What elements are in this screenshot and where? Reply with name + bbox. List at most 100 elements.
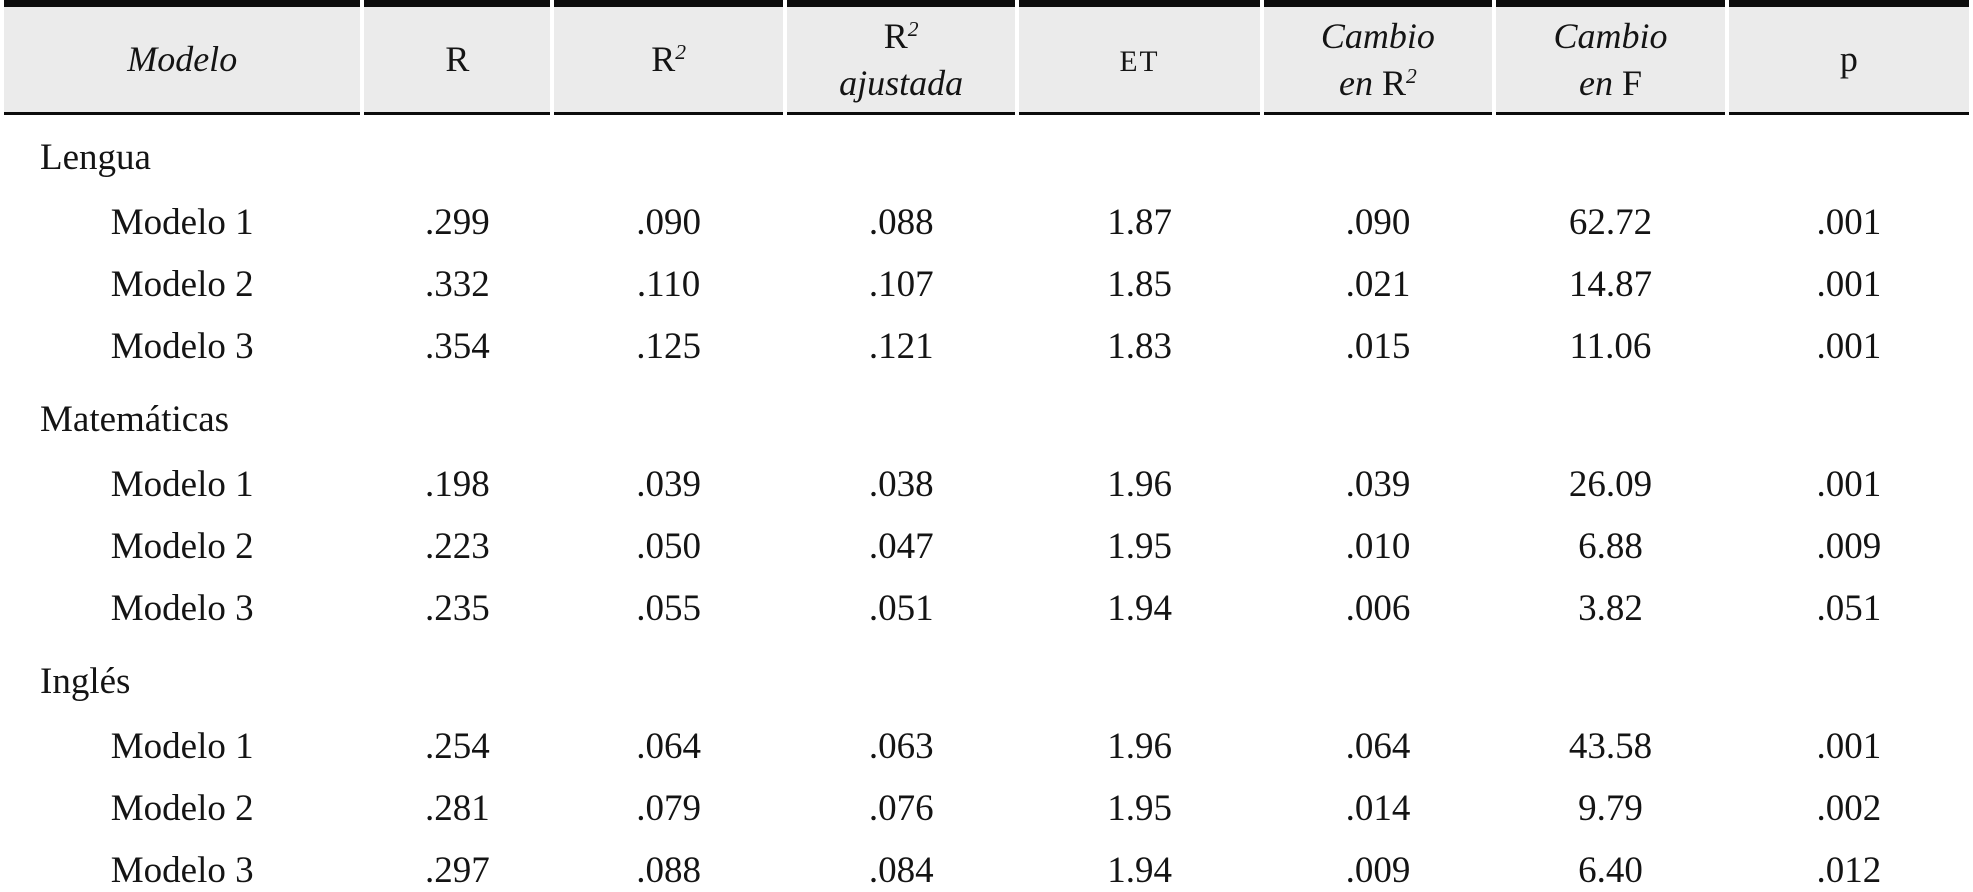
header-cambio-f-en: en [1578, 62, 1613, 103]
header-cell-r: R [364, 0, 551, 115]
group-row-ingles: Inglés [4, 639, 1969, 715]
header-p-label: p [1839, 39, 1858, 80]
cell-cambio-r2: .021 [1345, 263, 1411, 305]
header-cambio-f-line1: Cambio [1553, 16, 1668, 57]
cell-r2: .088 [554, 839, 783, 892]
cell-cambio-r2: .014 [1345, 787, 1411, 829]
row-label: Modelo 1 [110, 201, 254, 243]
group-label-ingles: Inglés [40, 660, 131, 702]
header-cell-r2: R2 [554, 0, 783, 115]
header-cell-et: ET [1019, 0, 1260, 115]
cell-p: .002 [1816, 787, 1882, 829]
row-label: Modelo 1 [110, 463, 254, 505]
table-row: Modelo 2 .223 .050 .047 1.95 .010 6.88 .… [4, 515, 1969, 577]
header-et-label: ET [1119, 46, 1160, 79]
cell-p: .001 [1816, 725, 1882, 767]
cell-cambio-r2: .009 [1264, 839, 1493, 892]
cell-r2-ajustada: .088 [868, 201, 934, 243]
cell-et: 1.95 [1107, 525, 1172, 567]
cell-r: .235 [425, 587, 490, 629]
row-label: Modelo 2 [110, 787, 254, 829]
header-r2adj-sup: 2 [907, 17, 919, 42]
row-label: Modelo 3 [110, 587, 254, 629]
header-cell-modelo: Modelo [4, 0, 361, 115]
cell-r2-ajustada: .038 [868, 463, 934, 505]
header-modelo-label: Modelo [127, 39, 238, 80]
cell-et: 1.87 [1107, 201, 1172, 243]
table-row: Modelo 1 .299 .090 .088 1.87 .090 62.72 … [4, 191, 1969, 253]
cell-r2: .039 [636, 463, 701, 505]
header-cambio-f-stat: F [1621, 62, 1642, 103]
cell-cambio-f: 26.09 [1568, 463, 1653, 505]
cell-cambio-r2: .039 [1345, 463, 1411, 505]
header-r2adj-line2: ajustada [839, 62, 964, 103]
cell-r: .354 [425, 325, 490, 367]
cell-cambio-f: 11.06 [1569, 325, 1652, 367]
cell-p: .001 [1816, 201, 1882, 243]
table-row: Modelo 3 .297 .088 .084 1.94 .009 6.40 .… [4, 839, 1969, 892]
cell-r2-ajustada: .084 [787, 839, 1016, 892]
group-row-matematicas: Matemáticas [4, 377, 1969, 453]
cell-cambio-f: 14.87 [1568, 263, 1653, 305]
cell-p: .001 [1816, 463, 1882, 505]
cell-r2-ajustada: .047 [868, 525, 934, 567]
table-row: Modelo 2 .332 .110 .107 1.85 .021 14.87 … [4, 253, 1969, 315]
table-row: Modelo 3 .354 .125 .121 1.83 .015 11.06 … [4, 315, 1969, 377]
cell-cambio-r2: .090 [1345, 201, 1411, 243]
group-row-lengua: Lengua [4, 115, 1969, 191]
cell-cambio-f: 43.58 [1568, 725, 1653, 767]
group-label-matematicas: Matemáticas [40, 398, 230, 440]
cell-r: .254 [425, 725, 490, 767]
cell-et: 1.95 [1107, 787, 1172, 829]
cell-r2-ajustada: .107 [868, 263, 934, 305]
cell-r2: .125 [636, 325, 701, 367]
cell-p: .001 [1816, 325, 1882, 367]
header-r2-sup: 2 [675, 40, 687, 65]
header-r2adj-base: R [883, 16, 908, 57]
header-cambio-r2-en: en [1339, 62, 1374, 103]
table-row: Modelo 2 .281 .079 .076 1.95 .014 9.79 .… [4, 777, 1969, 839]
header-cell-cambio-f: Cambio en F [1496, 0, 1725, 115]
cell-r: .299 [425, 201, 490, 243]
cell-cambio-f: 3.82 [1578, 587, 1643, 629]
cell-p: .051 [1816, 587, 1882, 629]
cell-r2: .090 [636, 201, 701, 243]
header-cambio-r2-line1: Cambio [1320, 16, 1435, 57]
row-label: Modelo 1 [110, 725, 254, 767]
header-row: Modelo R R2 R2 ajustada ET Cambio en R2 Ca… [4, 0, 1969, 115]
table-row: Modelo 3 .235 .055 .051 1.94 .006 3.82 .… [4, 577, 1969, 639]
cell-et: 1.94 [1019, 839, 1259, 892]
cell-r: .198 [425, 463, 490, 505]
cell-et: 1.94 [1107, 587, 1172, 629]
cell-cambio-r2: .064 [1345, 725, 1411, 767]
group-label-lengua: Lengua [40, 136, 151, 178]
row-label: Modelo 2 [110, 263, 254, 305]
cell-r2-ajustada: .051 [868, 587, 934, 629]
cell-r2: .055 [636, 587, 701, 629]
cell-r2: .110 [636, 263, 701, 305]
cell-cambio-f: 6.40 [1496, 839, 1725, 892]
cell-r2: .064 [636, 725, 701, 767]
cell-p: .012 [1729, 839, 1969, 892]
cell-r2-ajustada: .063 [868, 725, 934, 767]
cell-et: 1.83 [1107, 325, 1172, 367]
cell-et: 1.96 [1107, 725, 1172, 767]
cell-cambio-r2: .015 [1345, 325, 1411, 367]
cell-et: 1.96 [1107, 463, 1172, 505]
cell-cambio-f: 6.88 [1578, 525, 1643, 567]
row-label: Modelo 3 [4, 839, 360, 892]
header-r-label: R [445, 39, 470, 80]
table-row: Modelo 1 .198 .039 .038 1.96 .039 26.09 … [4, 453, 1969, 515]
cell-p: .009 [1816, 525, 1882, 567]
cell-r2-ajustada: .121 [868, 325, 934, 367]
cell-r: .332 [425, 263, 490, 305]
cell-r: .281 [425, 787, 490, 829]
cell-r2: .079 [636, 787, 701, 829]
row-label: Modelo 2 [110, 525, 254, 567]
table-row: Modelo 1 .254 .064 .063 1.96 .064 43.58 … [4, 715, 1969, 777]
cell-cambio-f: 62.72 [1568, 201, 1653, 243]
header-cambio-r2-base: R [1382, 62, 1407, 103]
cell-r2: .050 [636, 525, 701, 567]
header-cell-p: p [1728, 0, 1969, 115]
